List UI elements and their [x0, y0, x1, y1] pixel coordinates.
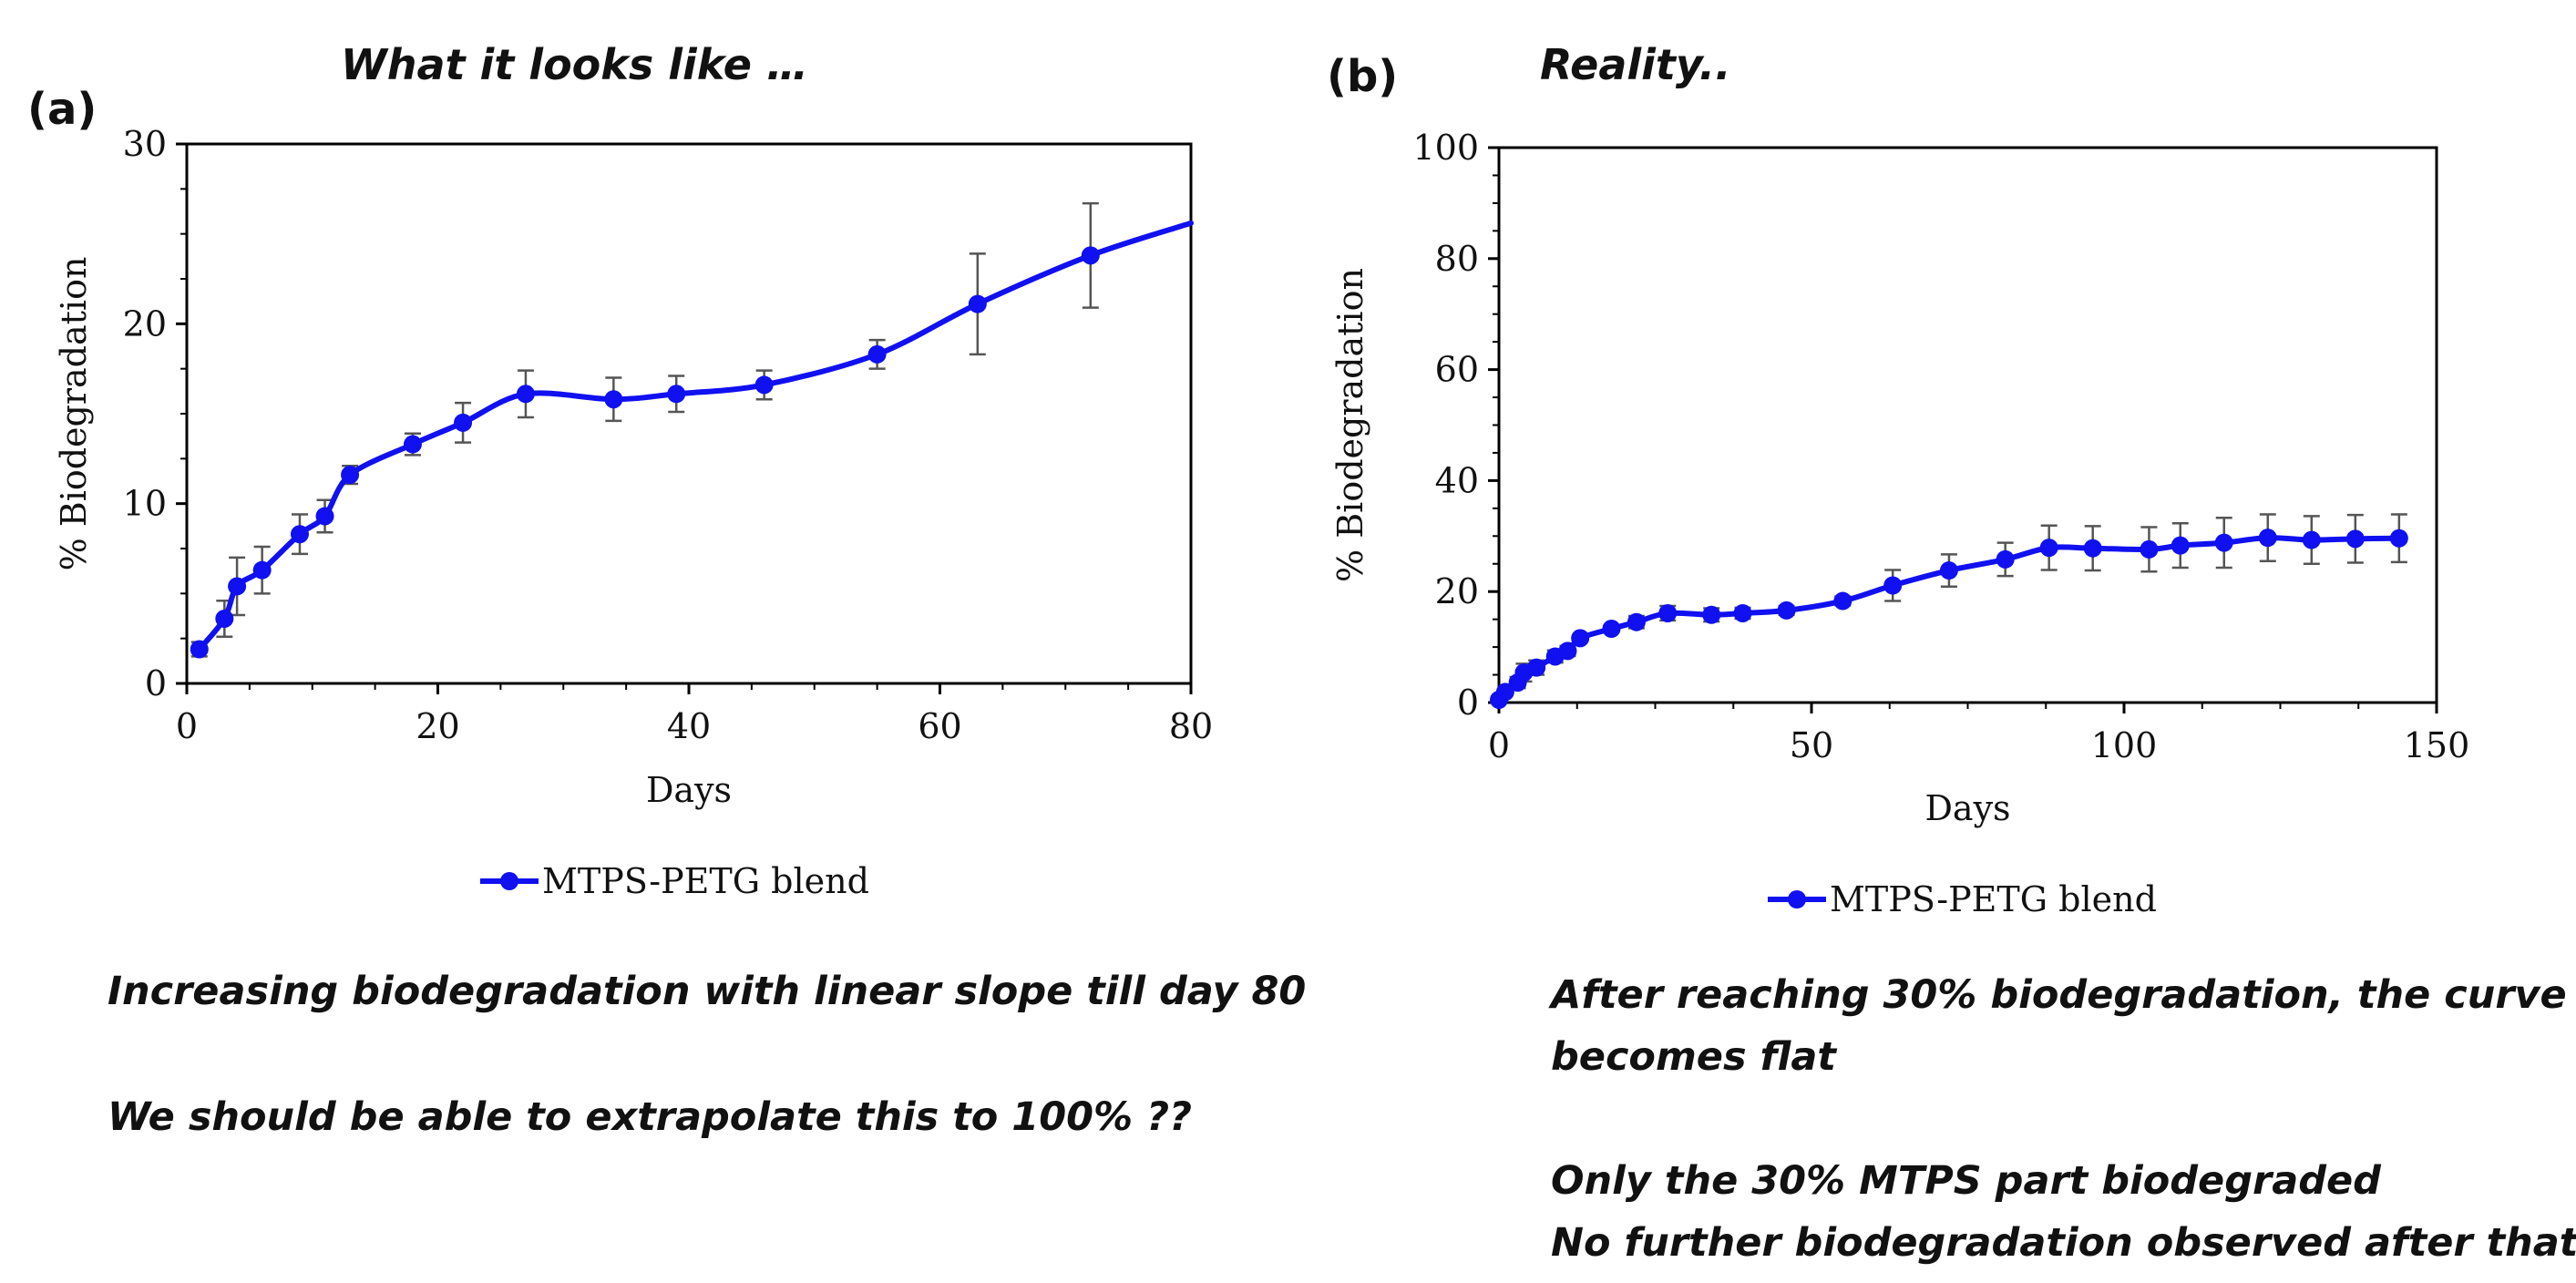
chart-b-note-2: becomes flat: [1551, 1034, 1836, 1080]
chart-b-data-point: [1702, 605, 1721, 624]
chart-b-data-point: [1527, 658, 1546, 677]
chart-b-data-point: [2171, 536, 2190, 555]
chart-b-data-point: [1571, 629, 1590, 648]
chart-a-data-point: [228, 577, 247, 596]
chart-a: 0 20 40 60 80 0 10 20 30 Days % Biodegradation MTPS…: [54, 124, 1213, 901]
chart-a-data-point: [1081, 246, 1100, 265]
chart-b-legend-marker: [1788, 890, 1806, 908]
chart-b-y-tick-label: 100: [1412, 128, 1479, 168]
chart-a-data-point: [754, 375, 774, 395]
chart-b-data-point: [1996, 549, 2015, 569]
chart-b-y-tick-label: 0: [1457, 683, 1479, 723]
chart-a-y-tick-label: 20: [123, 303, 167, 344]
chart-b-data-point: [2258, 529, 2277, 548]
chart-b-data-point: [1558, 642, 1577, 661]
chart-a-y-tick-label: 0: [145, 663, 167, 703]
chart-b-data-point: [1627, 612, 1646, 631]
chart-b-data-point: [2083, 539, 2102, 558]
chart-a-series-line: [196, 220, 1194, 652]
chart-a-y-tick-label: 30: [123, 124, 167, 164]
chart-a-data-point: [315, 507, 334, 526]
chart-a-title: What it looks like …: [341, 40, 808, 89]
chart-a-panel-label: (a): [27, 84, 97, 135]
chart-b-note-3: Only the 30% MTPS part biodegraded: [1551, 1158, 2381, 1204]
chart-a-data-point: [190, 640, 209, 659]
chart-a-note-2: We should be able to extrapolate this to…: [108, 1094, 1192, 1140]
chart-b: 0 50 100 150 0 20 40 60 80 100 Days % Biodegradatio…: [1330, 128, 2469, 919]
chart-b-y-tick-label: 20: [1435, 571, 1479, 611]
chart-b-data-point: [1602, 620, 1621, 639]
chart-a-data-point: [252, 560, 272, 580]
chart-a-data-point: [867, 344, 887, 364]
chart-a-y-axis-label: % Biodegradation: [54, 257, 94, 571]
chart-b-data-point: [1939, 561, 1958, 580]
chart-a-legend-marker: [500, 872, 518, 890]
chart-b-data-point: [2345, 529, 2365, 549]
chart-b-title: Reality..: [1540, 40, 1731, 89]
chart-b-data-point: [2302, 530, 2321, 549]
chart-b-data-point: [1495, 683, 1514, 702]
chart-a-data-point: [290, 525, 309, 544]
chart-b-x-tick-label: 100: [2091, 725, 2158, 765]
chart-b-x-tick-label: 150: [2404, 725, 2470, 765]
chart-a-data-point: [604, 390, 623, 409]
chart-a-data-point: [454, 413, 473, 432]
chart-b-y-tick-label: 40: [1435, 460, 1479, 500]
chart-b-note-4: No further biodegradation observed after…: [1551, 1220, 2576, 1266]
chart-b-y-tick-label: 60: [1435, 350, 1479, 390]
chart-b-note-1: After reaching 30% biodegradation, the c…: [1551, 972, 2567, 1018]
chart-a-data-point: [667, 385, 686, 404]
chart-a-legend-label: MTPS-PETG blend: [542, 861, 869, 901]
chart-b-data-point: [1658, 603, 1678, 622]
chart-a-plot-frame: [185, 142, 1193, 685]
chart-a-x-tick-label: 60: [918, 706, 961, 746]
chart-a-x-tick-label: 40: [667, 706, 711, 746]
chart-a-data-point: [403, 435, 422, 454]
chart-b-data-point: [2140, 539, 2159, 559]
chart-a-x-tick-label: 80: [1169, 706, 1213, 746]
chart-b-legend-label: MTPS-PETG blend: [1830, 879, 2157, 919]
chart-a-x-tick-label: 20: [416, 706, 459, 746]
chart-b-data-point: [2389, 529, 2408, 548]
chart-b-data-point: [1777, 600, 1796, 620]
chart-b-data-point: [1733, 603, 1752, 622]
chart-b-y-tick-label: 80: [1435, 239, 1479, 279]
chart-a-y-tick-label: 10: [123, 484, 167, 524]
chart-a-data-point: [968, 294, 987, 313]
chart-a-note-1: Increasing biodegradation with linear sl…: [108, 969, 1307, 1014]
chart-b-y-axis-label: % Biodegradation: [1330, 268, 1370, 582]
chart-b-data-point: [2214, 533, 2233, 552]
chart-a-x-tick-label: 0: [176, 706, 198, 746]
chart-b-x-tick-label: 0: [1488, 725, 1510, 765]
chart-a-data-point: [341, 466, 360, 485]
chart-b-x-tick-label: 50: [1790, 725, 1833, 765]
chart-b-data-point: [2039, 539, 2058, 558]
chart-b-x-axis-label: Days: [1924, 788, 2010, 828]
chart-b-data-point: [1833, 591, 1852, 611]
chart-b-panel-label: (b): [1327, 51, 1399, 102]
chart-a-x-axis-label: Days: [646, 770, 732, 810]
chart-b-data-point: [1883, 576, 1903, 595]
chart-a-data-point: [215, 609, 234, 628]
chart-a-data-point: [516, 385, 535, 404]
